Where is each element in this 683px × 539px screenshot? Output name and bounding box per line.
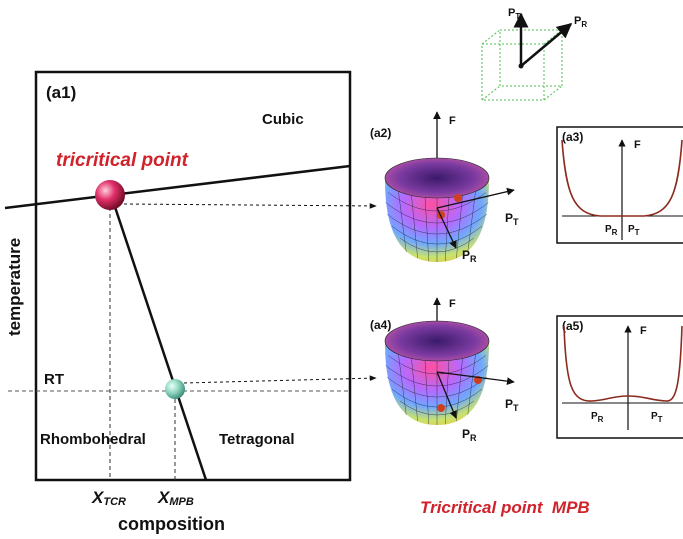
pr-label-a3: PR xyxy=(605,224,618,237)
f-label-a2: F xyxy=(449,115,456,127)
panel-label-a4: (a4) xyxy=(370,318,391,332)
cube-origin-dot xyxy=(518,63,524,69)
panel-label-a1: (a1) xyxy=(46,83,76,102)
f-label-a5: F xyxy=(640,325,647,337)
y-axis-label: temperature xyxy=(5,238,24,336)
x-mpb-label: XMPB xyxy=(157,488,194,508)
rt-label: RT xyxy=(44,371,64,388)
energy-surface-a2 xyxy=(384,157,490,262)
pointer-to-a2 xyxy=(123,203,377,209)
pt-label-a5: PT xyxy=(651,411,663,424)
panel-label-a2: (a2) xyxy=(370,126,391,140)
energy-2d-bottom: (a5) F PR PT xyxy=(556,315,683,439)
pt-axis-a2 xyxy=(436,187,515,209)
energy-2d-top: (a3) F PR PT xyxy=(556,126,683,244)
tetragonal-label: Tetragonal xyxy=(219,431,295,448)
pointer-to-a4 xyxy=(183,375,377,384)
panel-label-a3: (a3) xyxy=(562,130,583,144)
panel-frame-a5 xyxy=(556,315,683,439)
cube-wireframe xyxy=(481,29,563,101)
cube-diagram: PT PR xyxy=(481,7,587,101)
cubic-label: Cubic xyxy=(262,111,304,128)
panel-label-a5: (a5) xyxy=(562,319,583,333)
panel-frame-a3 xyxy=(556,126,683,244)
pr-axis-a4 xyxy=(436,371,457,419)
pr-vector xyxy=(520,23,573,67)
caption-label: Tricritical point MPB xyxy=(420,498,590,517)
mpb-point-ball xyxy=(165,379,185,399)
tricritical-label: tricritical point xyxy=(56,150,189,171)
mpb-boundary-line xyxy=(108,191,208,481)
energy-3d-bottom: (a4) F PT PR xyxy=(370,297,519,443)
x-axis-label: composition xyxy=(118,514,225,534)
x-tcr-label: XTCR xyxy=(91,488,126,508)
energy-3d-top: (a2) F PT PR xyxy=(370,111,519,264)
pt-label-a3: PT xyxy=(628,224,640,237)
phase-diagram: (a1) Cubic tricritical point RT Rhombohe… xyxy=(4,70,377,534)
f-label-a4: F xyxy=(449,298,456,310)
energy-curve-a3 xyxy=(561,139,683,217)
energy-curve-a5 xyxy=(563,325,683,402)
cubic-boundary-line xyxy=(4,164,351,210)
cube-pt-label: PT xyxy=(508,7,520,21)
energy-surface-a4 xyxy=(384,320,490,425)
pt-axis-a4 xyxy=(436,371,515,385)
tricritical-point-ball xyxy=(95,180,125,210)
rhombohedral-label: Rhombohedral xyxy=(40,431,146,448)
pr-label-a4: PR xyxy=(462,427,477,443)
pr-label-a2: PR xyxy=(462,248,477,264)
pt-label-a4: PT xyxy=(505,397,519,413)
pr-label-a5: PR xyxy=(591,411,604,424)
cube-pr-label: PR xyxy=(574,15,587,29)
phase-diagram-frame xyxy=(34,70,352,482)
f-label-a3: F xyxy=(634,139,641,151)
pt-label-a2: PT xyxy=(505,211,519,227)
pr-axis-a2 xyxy=(436,207,457,249)
